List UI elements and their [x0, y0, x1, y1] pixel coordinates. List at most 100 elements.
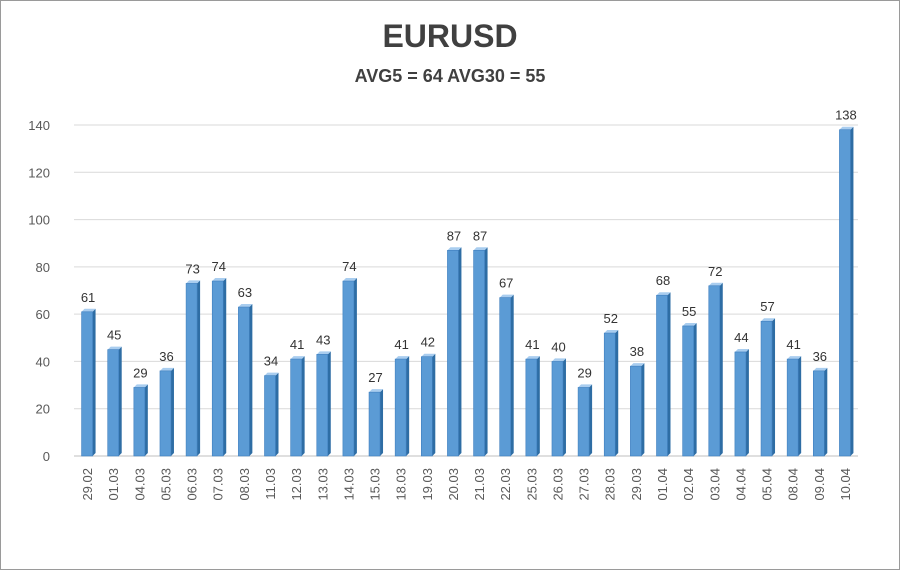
bar-group: 52 [603, 311, 619, 457]
bar [447, 250, 459, 457]
bar-top [81, 308, 96, 312]
x-tick-label: 15.03 [368, 468, 383, 501]
bar-side [798, 356, 802, 456]
y-tick-label: 20 [36, 402, 50, 417]
bar-group: 67 [499, 276, 514, 457]
x-tick-label: 20.03 [446, 468, 461, 501]
y-tick-label: 80 [36, 260, 50, 275]
y-tick-label: 120 [28, 165, 50, 180]
bar-top [421, 353, 436, 357]
bar-value-label: 40 [551, 339, 565, 354]
bar-value-label: 45 [107, 328, 121, 343]
bar-side [667, 292, 671, 456]
bar-value-label: 29 [577, 365, 591, 380]
bar-group: 36 [159, 349, 174, 457]
bar-side [589, 384, 593, 456]
bar-side [510, 294, 514, 456]
bar [420, 356, 433, 457]
bar-value-label: 36 [159, 349, 173, 364]
bar-value-label: 55 [682, 304, 696, 319]
bar-side [458, 247, 462, 456]
bar [839, 129, 851, 457]
bar-group: 87 [447, 228, 462, 457]
bar-side [641, 363, 645, 456]
bar-side [301, 356, 305, 456]
bar-value-label: 68 [656, 273, 670, 288]
bar [656, 294, 668, 457]
x-tick-label: 14.03 [341, 468, 356, 501]
bar-group: 38 [630, 344, 645, 457]
bar-top [499, 294, 514, 298]
x-tick-label: 18.03 [394, 468, 409, 501]
bar-top [369, 389, 384, 393]
bar-side [484, 247, 488, 456]
bar [342, 280, 355, 457]
bar-group: 41 [786, 337, 802, 457]
bar-group: 57 [760, 299, 776, 457]
bar-top [630, 363, 645, 367]
bar [525, 358, 538, 457]
bar-side [92, 308, 96, 456]
bar-group: 74 [342, 259, 357, 457]
x-tick-label: 21.03 [472, 468, 487, 501]
bar-value-label: 52 [603, 311, 617, 326]
bar-side [118, 346, 122, 456]
x-tick-label: 01.04 [655, 468, 670, 501]
bar-group: 42 [420, 335, 436, 457]
x-tick-label: 10.04 [838, 468, 853, 501]
x-tick-label: 29.03 [629, 468, 644, 501]
x-tick-label: 12.03 [289, 468, 304, 501]
bar-top [787, 356, 802, 360]
bar-group: 68 [656, 273, 671, 457]
bar [81, 311, 93, 457]
bar-group: 40 [551, 339, 566, 457]
x-tick-label: 02.04 [681, 468, 696, 501]
bar-value-label: 87 [447, 228, 461, 243]
bar-group: 43 [316, 332, 331, 457]
x-tick-label: 28.03 [603, 468, 618, 501]
gridlines [74, 124, 858, 457]
bar-value-label: 63 [238, 285, 252, 300]
x-tick-label: 29.02 [80, 468, 95, 501]
bar [238, 306, 250, 457]
bar-side [615, 330, 619, 456]
x-tick-label: 22.03 [498, 468, 513, 501]
bar-group: 55 [682, 304, 697, 457]
x-tick-label: 06.03 [185, 468, 200, 501]
bar-top [264, 372, 279, 376]
bar [760, 320, 773, 457]
bar-value-label: 72 [708, 264, 722, 279]
bar-group: 63 [238, 285, 253, 457]
bar-top [447, 247, 462, 251]
x-tick-label: 13.03 [315, 468, 330, 501]
bar-group: 72 [708, 264, 723, 457]
bars: 61 45 29 36 73 74 63 34 41 43 74 27 41 42 87 87 67 41 40 29… [81, 108, 857, 457]
bar-value-label: 44 [734, 330, 748, 345]
x-tick-label: 08.04 [786, 468, 801, 501]
bar-group: 61 [81, 290, 96, 457]
bar-group: 29 [133, 365, 148, 457]
bar-top [551, 358, 566, 362]
bar-side [536, 356, 540, 456]
bar [368, 391, 381, 457]
bar-group: 41 [525, 337, 540, 457]
bar-top [290, 356, 305, 360]
bar-value-label: 43 [316, 332, 330, 347]
bar-top [133, 384, 148, 388]
bar-value-label: 41 [394, 337, 408, 352]
bar-group: 36 [813, 349, 828, 457]
bar [211, 280, 224, 457]
bar-side [353, 278, 357, 456]
bar-top [656, 292, 671, 296]
bar-top [813, 367, 828, 371]
bar-side [406, 356, 410, 456]
bar-side [275, 372, 279, 456]
bar-value-label: 34 [264, 354, 278, 369]
bar-side [249, 304, 253, 456]
x-tick-label: 09.04 [812, 468, 827, 501]
bar-top [159, 367, 174, 371]
x-tick-label: 07.03 [211, 468, 226, 501]
bar-top [525, 356, 540, 360]
bar-top [578, 384, 593, 388]
bar-value-label: 41 [525, 337, 539, 352]
